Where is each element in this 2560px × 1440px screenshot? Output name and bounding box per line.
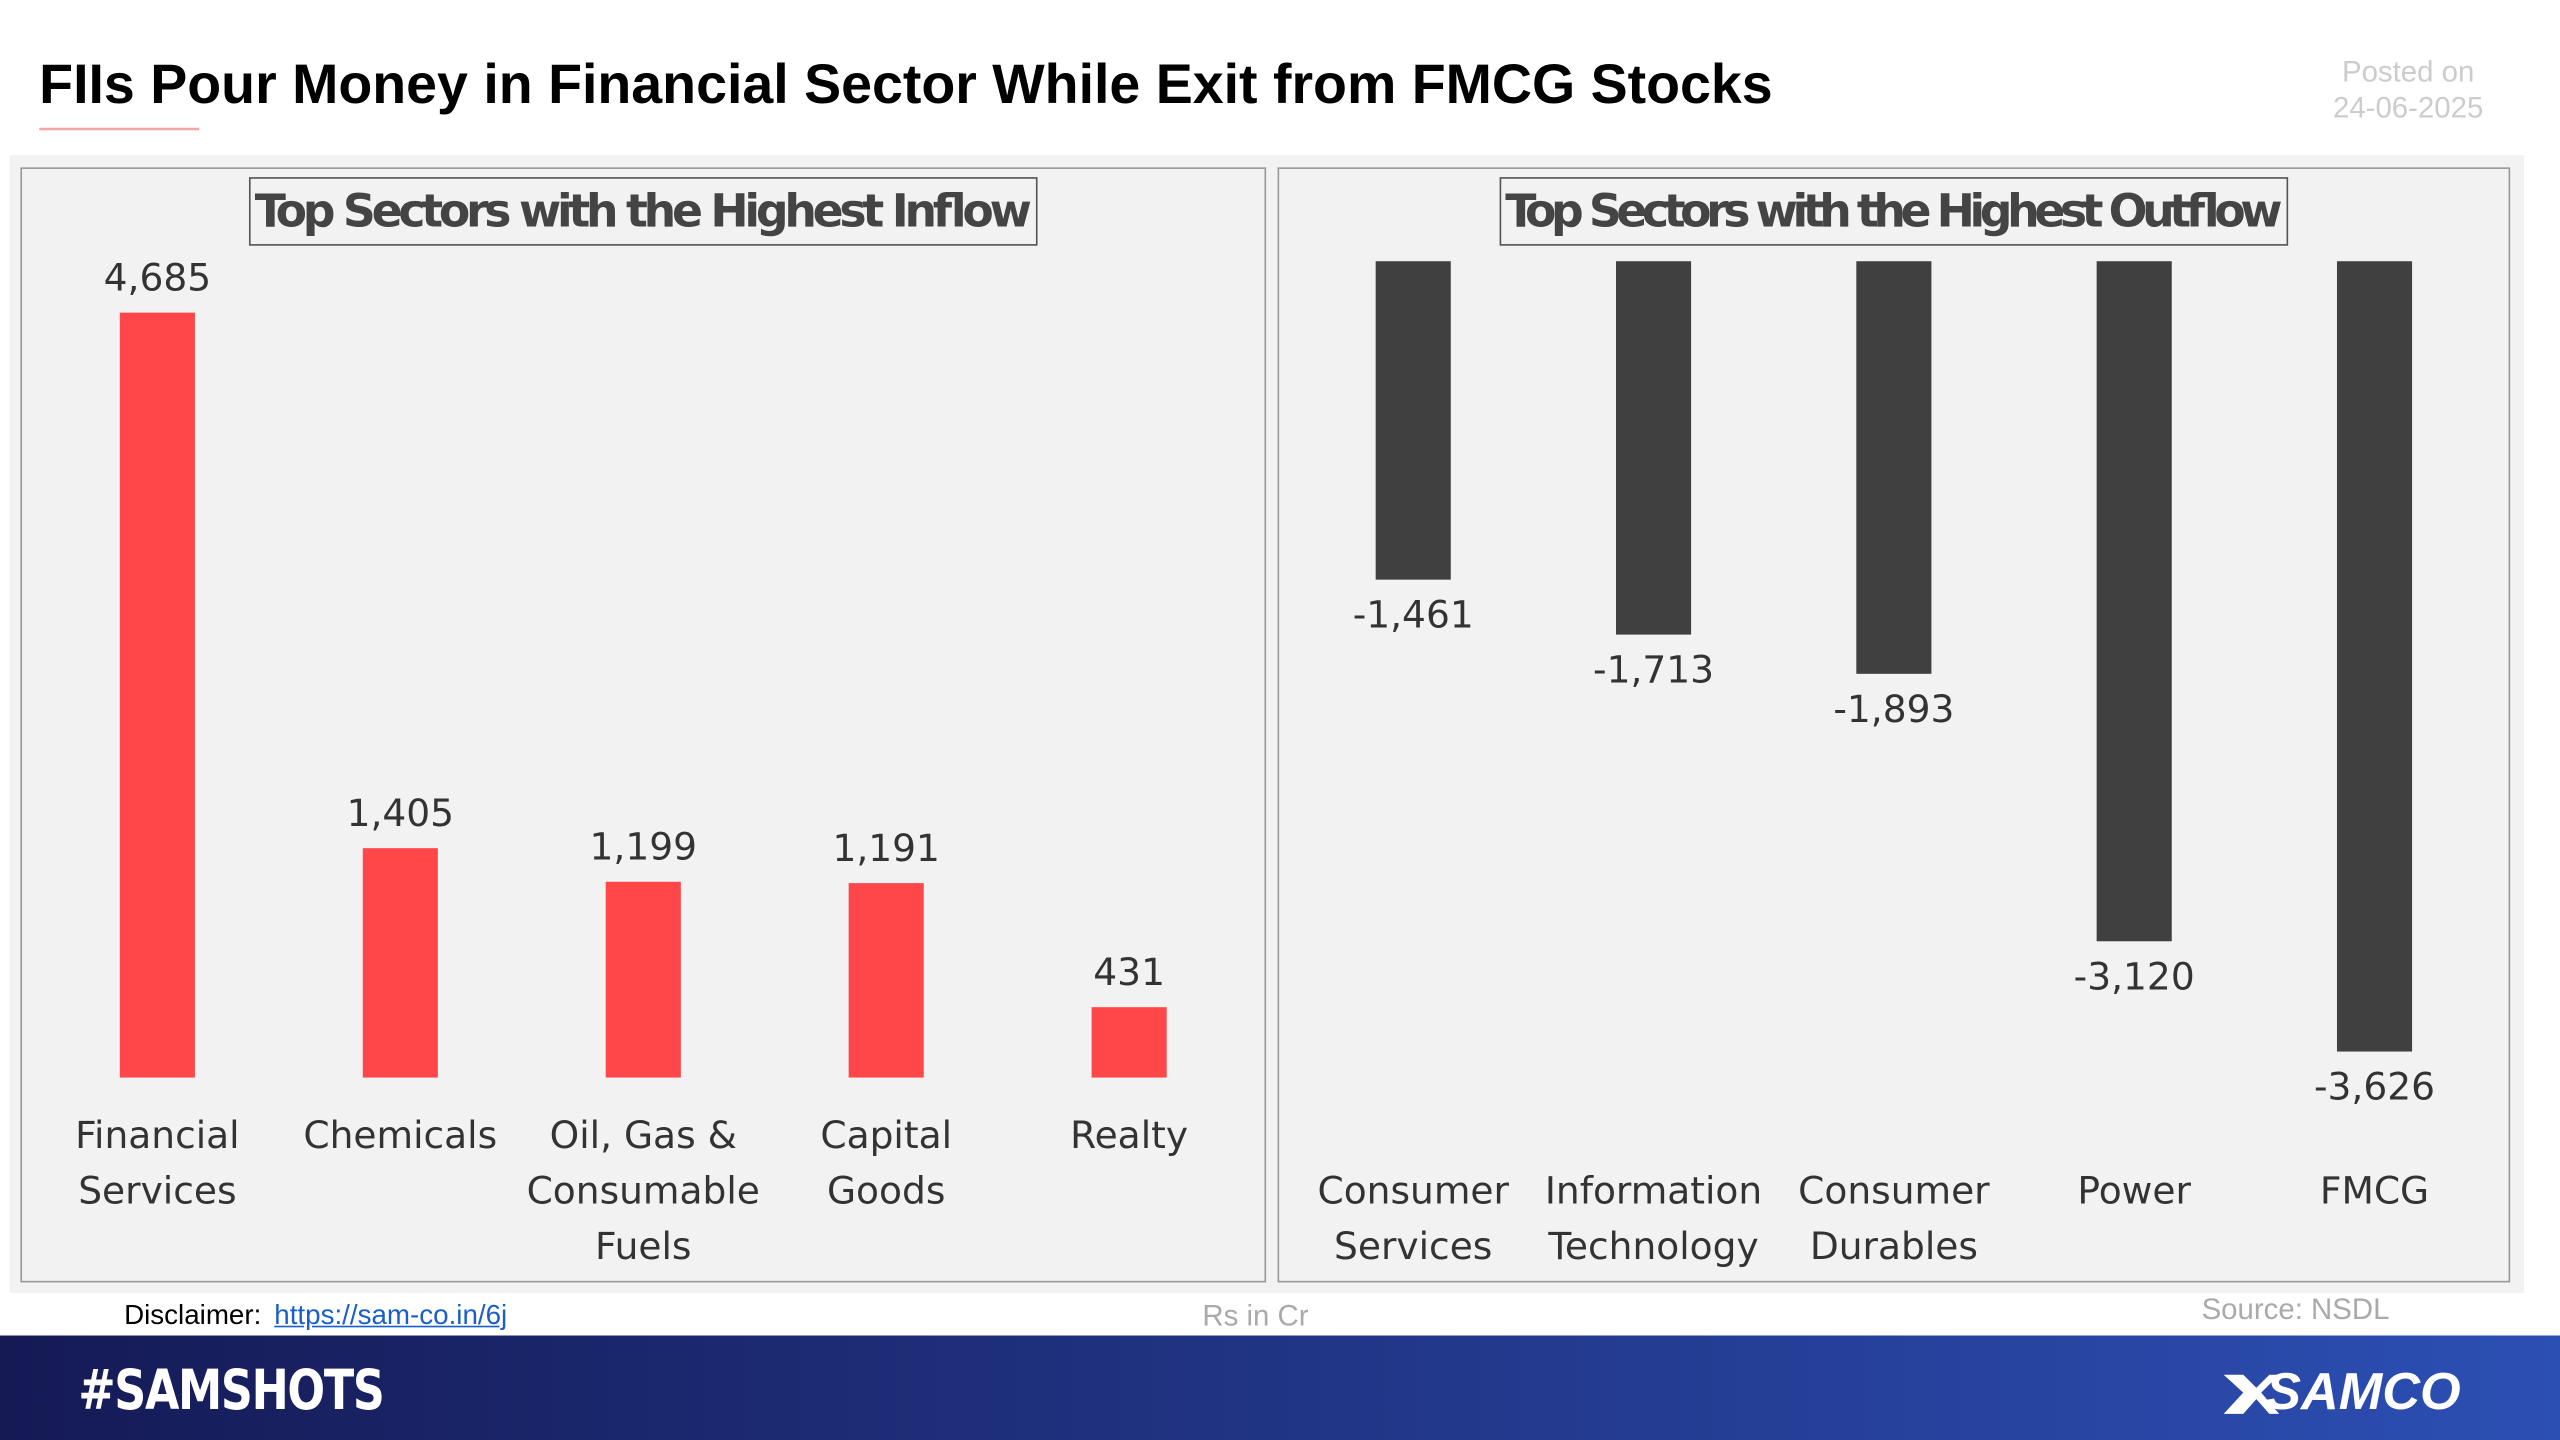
- bar: [848, 883, 924, 1078]
- page-title: FIIs Pour Money in Financial Sector Whil…: [39, 53, 1773, 116]
- disclaimer-link[interactable]: https://sam-co.in/6j: [274, 1299, 508, 1331]
- panel-title-box: [1499, 177, 2289, 246]
- data-label: -1,461: [1353, 593, 1474, 637]
- panel-title: Top Sectors with the Highest Outflow: [1505, 184, 2282, 237]
- bar: [2096, 261, 2172, 942]
- bar: [362, 848, 438, 1078]
- x-tick-label: Consumer Services: [1317, 1170, 1509, 1269]
- x-tick-label: Oil, Gas & Consumable Fuels: [526, 1115, 760, 1269]
- footer-bar: [0, 1335, 2560, 1440]
- bar: [605, 881, 681, 1078]
- panel-title: Top Sectors with the Highest Inflow: [255, 184, 1032, 237]
- bar: [1375, 261, 1451, 580]
- panel: [20, 167, 1267, 1283]
- data-label: -3,626: [2314, 1065, 2435, 1109]
- bar: [2336, 261, 2413, 1052]
- x-tick-label: Power: [2077, 1170, 2191, 1214]
- data-label: 4,685: [104, 255, 212, 299]
- posted-label: Posted on: [2341, 55, 2475, 89]
- data-label: 1,405: [347, 791, 455, 835]
- x-tick-label: Information Technology: [1544, 1170, 1763, 1269]
- brand: SAMCO: [2266, 1361, 2461, 1421]
- brand-logo: [2223, 1374, 2280, 1414]
- x-tick-label: Capital Goods: [820, 1115, 953, 1214]
- panel-title-box: [248, 177, 1038, 246]
- data-label: 1,199: [590, 825, 698, 869]
- x-tick-label: Chemicals: [303, 1115, 498, 1158]
- hashtag: #SAMSHOTS: [78, 1358, 384, 1424]
- data-label: -1,713: [1593, 648, 1714, 692]
- posted-date: 24-06-2025: [2332, 91, 2484, 125]
- data-label: -1,893: [1833, 687, 1954, 731]
- disclaimer-label: Disclaimer:: [124, 1299, 262, 1331]
- unit-note: Rs in Cr: [1202, 1299, 1309, 1333]
- x-tick-label: Realty: [1070, 1115, 1189, 1158]
- x-tick-label: Financial Services: [75, 1115, 240, 1214]
- x-tick-label: FMCG: [2319, 1170, 2430, 1214]
- bar: [119, 312, 195, 1078]
- x-tick-label: Consumer Durables: [1798, 1170, 1990, 1269]
- bar: [1091, 1007, 1167, 1078]
- data-label: 1,191: [832, 826, 940, 870]
- bar: [1615, 261, 1692, 635]
- data-label: 431: [1093, 950, 1165, 994]
- source: Source: NSDL: [2201, 1293, 2390, 1326]
- bar: [1856, 261, 1932, 674]
- data-label: -3,120: [2074, 954, 2195, 998]
